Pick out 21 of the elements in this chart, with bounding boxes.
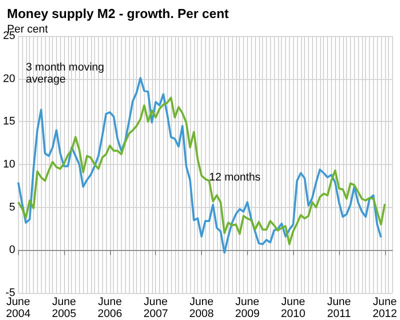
x-tick-label: June 2011 [327,296,351,320]
text: 3 month moving average [26,62,108,86]
y-tick-label: 15 [2,116,16,128]
x-tick-label: June 2008 [189,296,214,320]
x-tick-label: June 2006 [98,296,122,320]
line-series [17,96,386,246]
chart-title: Money supply M2 - growth. Per cent [7,6,230,21]
x-tick-label: June 2005 [52,296,76,320]
x-tick-label: June 2007 [143,296,168,320]
y-tick-label: 25 [2,30,16,42]
y-tick-label: 20 [2,72,16,85]
x-tick-label: June 2009 [235,296,260,320]
x-tick-label: June 2010 [280,296,306,320]
y-tick-label: 5 [9,201,16,214]
y-tick-label: 0 [9,244,16,256]
y-tick-label: -5 [5,287,16,299]
series-label: 12 months [209,171,262,184]
line-series [17,76,382,254]
x-tick-label: June 2004 [6,296,30,320]
x-tick-label: June 2012 [372,296,398,320]
y-tick-label: 10 [2,158,16,170]
